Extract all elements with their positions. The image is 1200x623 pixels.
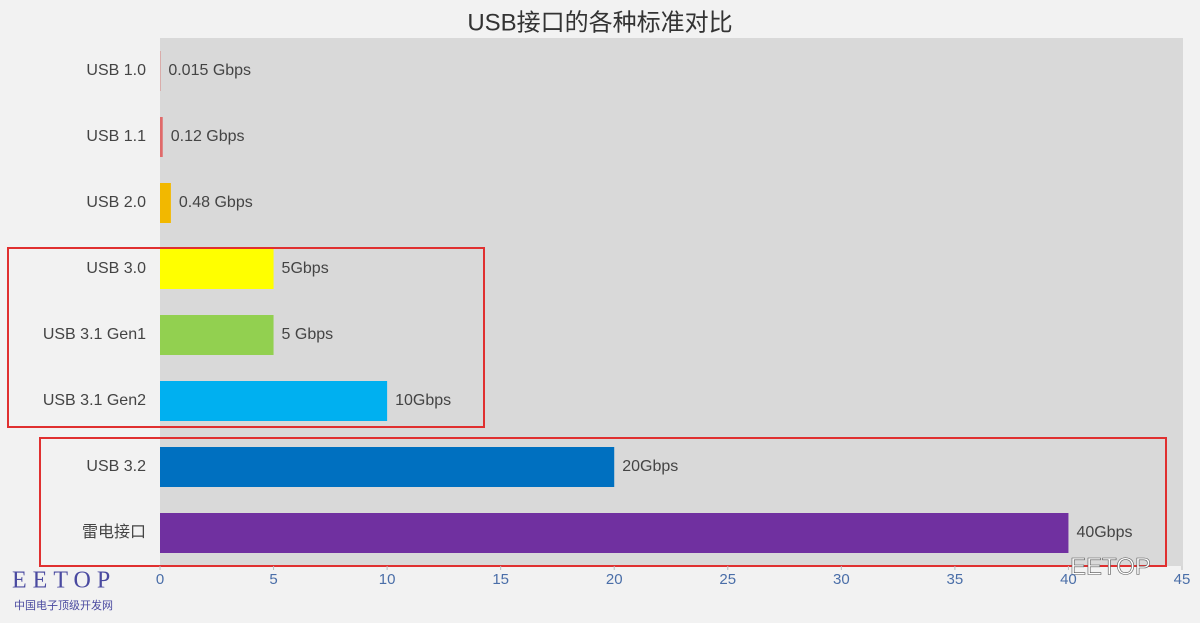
chart-title: USB接口的各种标准对比 (467, 9, 732, 36)
y-tick-label: USB 3.2 (86, 458, 146, 475)
x-tick-label: 15 (492, 571, 509, 588)
value-label: 10Gbps (395, 392, 451, 409)
y-tick-label: USB 1.0 (86, 62, 146, 79)
y-tick-label: USB 3.1 Gen2 (43, 392, 146, 409)
x-tick-label: 40 (1060, 571, 1077, 588)
value-label: 20Gbps (622, 458, 678, 475)
value-label: 0.12 Gbps (171, 128, 245, 145)
x-tick-label: 35 (947, 571, 964, 588)
watermark-logo: EETOP (1070, 553, 1151, 580)
value-label: 40Gbps (1076, 524, 1132, 541)
x-tick-label: 10 (379, 571, 396, 588)
bar (160, 117, 163, 157)
bar (160, 315, 274, 355)
bar (160, 447, 614, 487)
x-tick-label: 25 (719, 571, 736, 588)
x-tick-label: 45 (1174, 571, 1191, 588)
bar (160, 381, 387, 421)
bar (160, 249, 274, 289)
bar (160, 183, 171, 223)
bar (160, 513, 1068, 553)
value-label: 5Gbps (282, 260, 329, 277)
value-label: 0.48 Gbps (179, 194, 253, 211)
x-tick-label: 30 (833, 571, 850, 588)
y-tick-label: USB 3.1 Gen1 (43, 326, 146, 343)
x-tick-label: 5 (269, 571, 277, 588)
value-label: 5 Gbps (282, 326, 334, 343)
value-label: 0.015 Gbps (168, 62, 251, 79)
y-tick-label: USB 1.1 (86, 128, 146, 145)
watermark-logo: EETOP (12, 568, 116, 594)
y-tick-label: 雷电接口 (82, 523, 146, 541)
watermark-subtitle: 中国电子顶级开发网 (14, 598, 113, 612)
y-tick-label: USB 2.0 (86, 194, 146, 211)
x-tick-label: 0 (156, 571, 164, 588)
x-tick-label: 20 (606, 571, 623, 588)
y-tick-label: USB 3.0 (86, 260, 146, 277)
